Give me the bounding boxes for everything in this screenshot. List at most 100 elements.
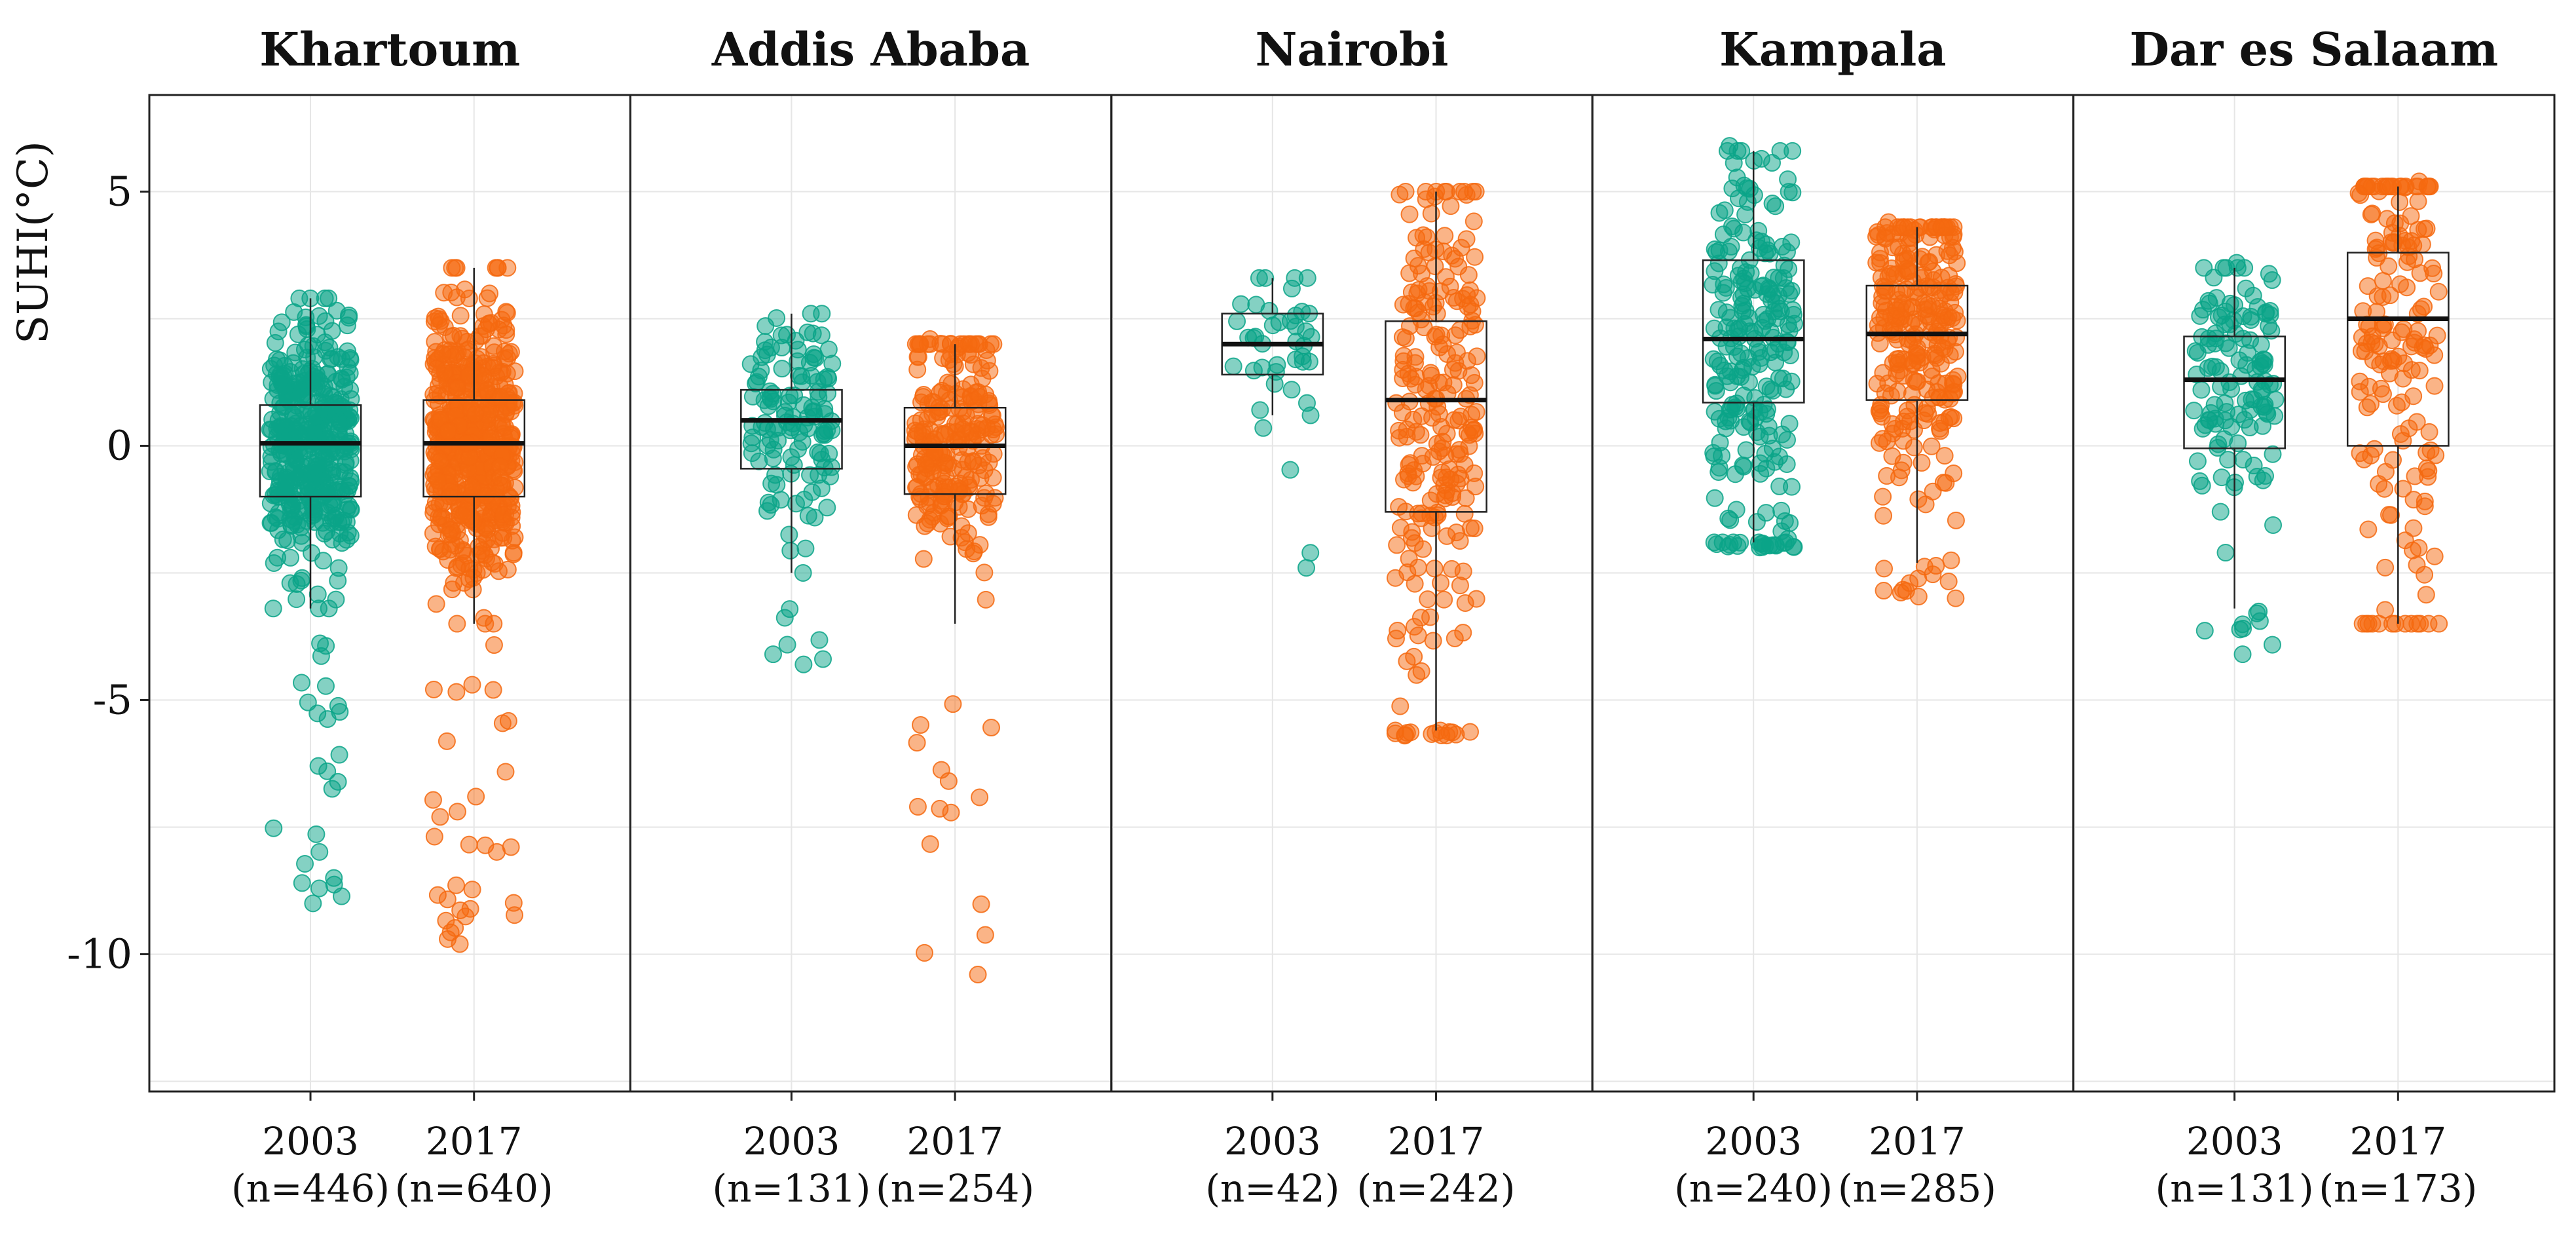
data-point [1224,357,1242,375]
data-point [295,387,313,406]
data-point [1878,466,1896,485]
data-point [320,289,338,307]
data-point [2185,402,2203,420]
data-point [1728,168,1746,187]
x-tick-label-year: 2003 [743,1119,840,1164]
data-point [282,501,300,519]
data-point [1709,463,1728,481]
data-point [796,539,815,558]
data-point [1704,276,1722,294]
data-point [477,320,495,339]
data-point [502,508,521,527]
data-point [1939,572,1958,590]
data-point [1871,334,1889,352]
data-point [976,926,994,944]
data-point [460,835,478,854]
data-point [793,373,812,391]
data-point [1751,539,1769,557]
data-point [2376,463,2395,481]
data-point [940,478,958,497]
data-point [2359,277,2377,295]
data-point [1764,381,1782,400]
data-point [2222,380,2241,398]
data-point [921,330,939,348]
data-point [454,506,472,525]
data-point [2415,336,2433,354]
data-point [1423,519,1441,537]
data-point [756,333,774,351]
data-point [306,424,324,442]
data-point [1721,137,1739,155]
panel-grid [1592,95,2074,1091]
x-tick-label-n: (n=131) [712,1166,870,1211]
data-point [1909,569,1928,588]
data-point [1405,249,1423,267]
data-point [1423,409,1442,427]
data-point [2380,364,2399,383]
data-point [2195,622,2214,640]
data-point [466,332,485,350]
data-point [1941,246,1959,265]
data-point [466,405,485,423]
data-point [2362,446,2380,465]
facet-panel-dar-es-salaam: Dar es Salaam 2003(n=131) 2017(n=173) [2072,22,2556,1211]
data-point [434,345,452,363]
data-point [1428,485,1446,503]
scatter-points-2017 [2349,172,2448,633]
data-point [447,288,466,307]
iqr-box [740,389,843,470]
data-point [467,787,485,806]
data-point [449,379,467,397]
data-point [2200,294,2218,313]
data-point [2349,184,2368,202]
data-point [1405,299,1423,317]
data-point [474,561,492,579]
data-point [1875,560,1894,578]
data-point [1715,361,1734,379]
data-point [496,418,514,436]
data-point [1435,590,1453,609]
data-point [978,419,996,437]
x-tick-label-n: (n=42) [1205,1166,1339,1211]
data-point [1452,238,1470,257]
data-point [950,498,968,516]
data-point [2381,286,2399,305]
data-point [460,366,478,385]
data-point [1709,254,1728,273]
data-point [2250,612,2269,630]
data-point [431,808,449,826]
facet-panel-khartoum: Khartoum 2003(n=446) 2017(n=640) [148,22,631,1211]
data-point [1430,338,1449,356]
data-point [1945,283,1964,301]
data-point [310,879,328,898]
data-point [2404,519,2423,537]
data-point [451,935,469,953]
data-point [292,571,310,590]
data-point [1443,560,1461,578]
data-point [1424,632,1442,650]
data-point [318,762,337,780]
data-point [441,541,460,559]
data-point [2376,558,2395,577]
data-point [819,340,838,358]
data-point [292,673,310,692]
data-point [1418,277,1436,295]
data-point [2374,385,2392,404]
panel-grid [630,95,1111,1091]
data-point [1466,248,1484,266]
data-point [1710,204,1728,222]
data-point [908,797,927,816]
data-point [1286,307,1305,325]
iqr-box [2183,335,2286,449]
data-point [1297,559,1316,577]
data-point [1400,550,1418,568]
data-point [325,869,343,887]
data-point [2264,445,2282,463]
data-point [451,307,470,325]
data-point [1946,303,1964,322]
data-point [485,337,503,355]
data-point [265,554,283,572]
y-tick-label: 5 [107,167,132,215]
iqr-box [422,399,526,498]
data-point [1883,447,1901,465]
